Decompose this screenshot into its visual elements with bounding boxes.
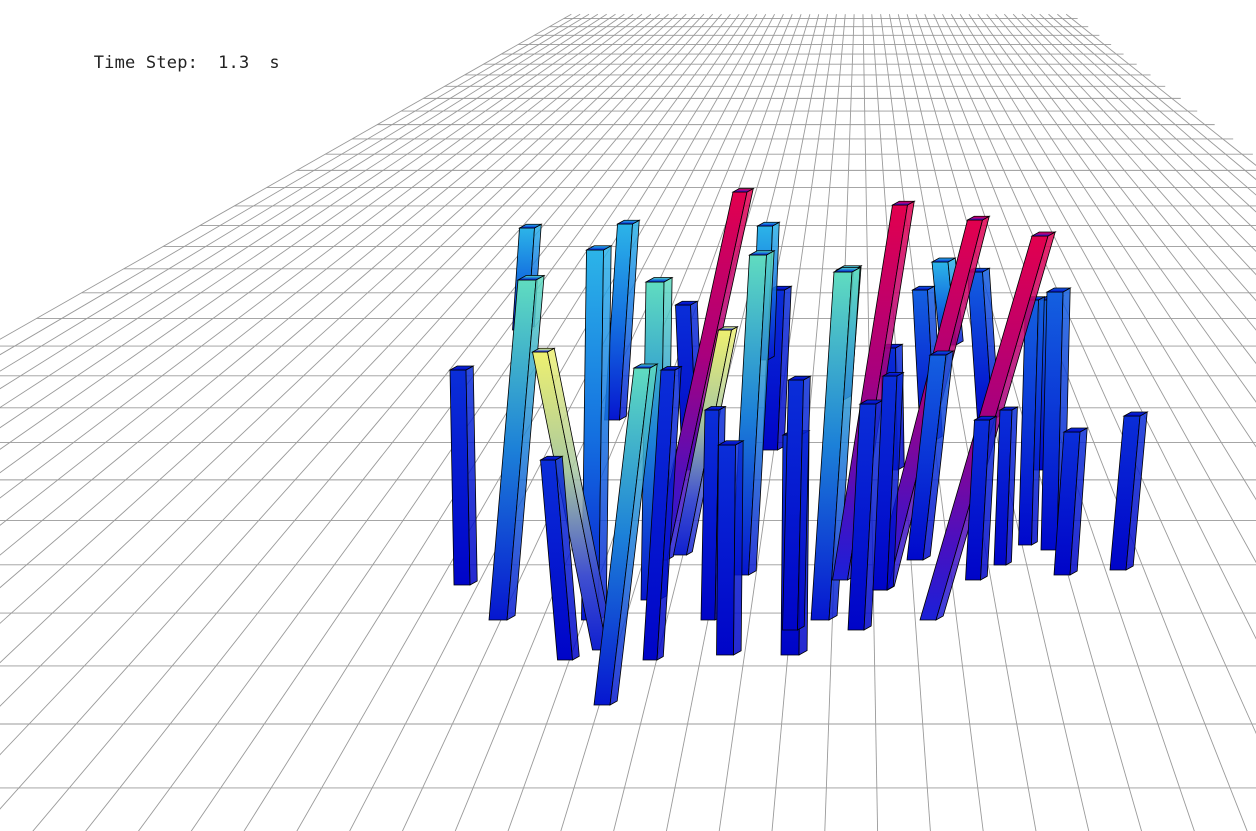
bar-glyph — [716, 440, 745, 656]
grid-line — [1021, 13, 1256, 253]
bar-glyph — [782, 375, 812, 631]
grid-line — [1004, 13, 1256, 302]
grid-line — [85, 13, 731, 831]
bar-face-top — [930, 257, 957, 263]
grid-line — [0, 13, 590, 372]
bar-face-front — [716, 444, 736, 656]
bar-face-top — [1030, 231, 1057, 237]
bar-face-top — [703, 406, 727, 411]
bar-face-top — [516, 275, 546, 281]
grid-line — [0, 13, 607, 409]
grid-line — [950, 14, 1256, 564]
grid-line — [0, 13, 687, 664]
grid-line — [0, 13, 678, 624]
bar-face-top — [615, 219, 641, 225]
grid-line — [137, 13, 740, 831]
bar-face-top — [1062, 427, 1089, 433]
bar-glyph — [1018, 296, 1046, 546]
bar-glyph — [642, 365, 683, 661]
bar-face-top — [632, 363, 659, 369]
grid-line — [454, 14, 793, 831]
grid-line — [889, 14, 1037, 831]
grid-line — [0, 13, 581, 356]
grid-line — [0, 13, 696, 707]
bar-face-top — [928, 350, 955, 356]
grid-line — [977, 13, 1256, 403]
bar-face-top — [673, 300, 699, 306]
bar-glyph — [538, 455, 580, 661]
bar-face-top — [786, 375, 812, 381]
bar-face-top — [584, 245, 613, 251]
grid-line — [995, 13, 1256, 331]
bar-face-top — [832, 267, 862, 273]
grid-line — [0, 13, 660, 556]
grid-line — [0, 13, 643, 499]
grid-line — [0, 13, 652, 526]
bar-glyph — [488, 274, 546, 621]
time-step-value: 1.3 — [218, 53, 250, 73]
bar-face-top — [1122, 411, 1149, 417]
bar-face-top — [716, 440, 745, 446]
bar-face-top — [755, 221, 781, 227]
bar-face-side — [733, 440, 744, 656]
time-step-unit: s — [269, 53, 280, 73]
bar-face-top — [910, 285, 936, 291]
bar-face-top — [998, 406, 1019, 411]
grid-line — [32, 13, 722, 831]
bar-face-top — [890, 200, 916, 206]
grid-line — [0, 13, 599, 390]
grid-line — [897, 14, 1090, 831]
grid-line — [1065, 13, 1256, 166]
time-step-readout: Time Step: 1.3 s — [52, 33, 280, 93]
grid-line — [1030, 13, 1256, 232]
grid-line — [959, 13, 1256, 501]
bar-glyph — [1053, 427, 1089, 576]
bar-face-top — [517, 223, 543, 229]
bar-face-top — [881, 372, 905, 377]
bar-glyph — [965, 415, 998, 581]
grid-line — [1057, 13, 1256, 181]
grid-line — [968, 13, 1256, 448]
grid-line — [1048, 13, 1256, 196]
bar-glyph — [448, 365, 478, 586]
bar-glyph — [810, 266, 862, 621]
grid-line — [0, 13, 669, 589]
bar-glyph — [604, 219, 641, 421]
grid-line — [0, 13, 616, 429]
grid-line — [243, 13, 758, 831]
bar-face-top — [659, 366, 683, 371]
grid-line — [1012, 13, 1256, 276]
bar-glyphs — [448, 187, 1149, 706]
bar-glyph — [593, 363, 659, 706]
bar-face-top — [965, 215, 991, 221]
bar-face-top — [448, 365, 475, 371]
bar-face-top — [530, 347, 556, 353]
grid-line — [0, 13, 714, 810]
grid-line — [986, 13, 1256, 365]
grid-line — [0, 13, 634, 474]
bar-face-top — [538, 455, 564, 461]
bar-face-top — [747, 250, 776, 256]
bar-glyph — [1109, 411, 1149, 571]
bar-face-top — [972, 415, 998, 421]
bar-glyph — [872, 371, 905, 591]
bar-face-top — [1045, 287, 1072, 293]
bar-glyph — [906, 350, 955, 561]
time-step-label: Time Step: — [93, 53, 199, 73]
bar-glyph — [993, 406, 1019, 566]
bar-face-top — [644, 277, 674, 283]
bar-glyph — [847, 399, 885, 631]
bar-face-top — [731, 188, 755, 193]
grid-line — [0, 13, 572, 340]
grid-line — [942, 14, 1256, 640]
grid-line — [0, 13, 705, 756]
bar-face-top — [716, 326, 739, 331]
grid-line — [924, 14, 1248, 831]
grid-line — [0, 13, 625, 450]
grid-line — [1039, 13, 1256, 213]
